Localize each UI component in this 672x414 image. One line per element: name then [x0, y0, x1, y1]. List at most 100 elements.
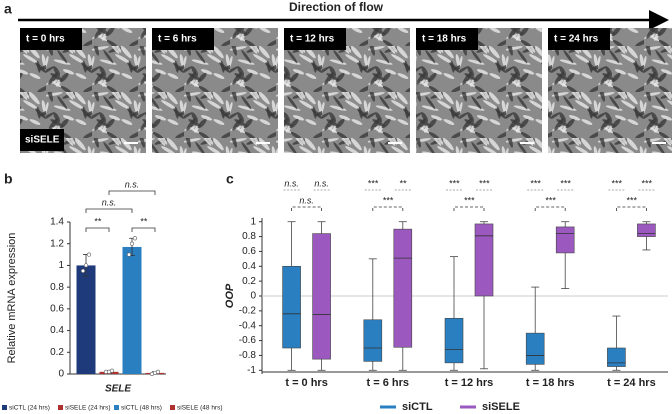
legend-label: siSELE (48 hrs) — [177, 405, 223, 412]
box — [393, 228, 413, 348]
time-label: t = 6 hrs — [158, 34, 197, 45]
box — [444, 317, 464, 364]
box — [525, 332, 545, 365]
legend-swatch — [170, 405, 175, 410]
bar — [76, 265, 96, 374]
y-tick-label: -1 — [247, 365, 256, 376]
y-tick-label: 0.6 — [50, 303, 64, 314]
sig-label: n.s. — [314, 178, 329, 188]
sig-bracket — [85, 227, 110, 232]
y-tick-label: 1 — [58, 260, 64, 271]
y-tick-label: -0.2 — [239, 305, 257, 316]
sig-bracket — [131, 227, 156, 232]
sig-label: *** — [383, 195, 394, 205]
sig-bracket — [453, 206, 485, 211]
sig-label: *** — [464, 195, 475, 205]
x-tick-label: t = 6 hrs — [367, 377, 410, 389]
legend-swatch — [114, 405, 119, 410]
y-tick-label: 0.6 — [242, 246, 256, 257]
sig-bracket — [534, 206, 566, 211]
time-label-bg — [20, 28, 82, 50]
x-tick-label: t = 24 hrs — [607, 377, 656, 389]
sig-label: *** — [545, 195, 556, 205]
time-label: t = 12 hrs — [290, 34, 335, 45]
box — [637, 223, 656, 237]
y-tick-label: 0 — [250, 291, 256, 302]
time-label-bg — [152, 28, 214, 50]
x-tick-label: t = 0 hrs — [285, 377, 328, 389]
box — [474, 223, 494, 297]
panel-label: c — [226, 171, 234, 187]
condition-bg — [20, 129, 64, 151]
sig-label: *** — [449, 178, 460, 188]
time-label-bg — [548, 28, 610, 50]
legend-label: siCTL (24 hrs) — [9, 405, 50, 412]
y-tick-label: 1.2 — [50, 238, 64, 249]
sig-label: *** — [641, 178, 652, 188]
data-point — [83, 263, 89, 268]
data-point — [109, 368, 115, 373]
sig-bracket — [108, 190, 156, 195]
sig-label: *** — [560, 178, 571, 188]
y-axis-label: OOP — [224, 283, 236, 308]
y-tick-label: 0 — [58, 369, 64, 380]
sig-bracket — [85, 208, 133, 213]
time-label: t = 18 hrs — [422, 34, 467, 45]
time-label-bg — [416, 28, 478, 50]
y-tick-label: 0.2 — [242, 276, 256, 287]
sig-label: *** — [611, 178, 622, 188]
sig-label: n.s. — [102, 197, 117, 207]
legend-label: siSELE — [482, 401, 520, 413]
box — [312, 233, 331, 360]
y-tick-label: 0.8 — [50, 282, 64, 293]
data-point — [155, 369, 161, 374]
data-point — [129, 241, 135, 246]
sig-label: *** — [479, 178, 490, 188]
y-tick-label: -0.8 — [239, 350, 257, 361]
sig-label: n.s. — [299, 195, 314, 205]
flow-title: Direction of flow — [289, 0, 384, 14]
legend-swatch — [2, 405, 7, 410]
sig-label: ** — [399, 178, 407, 188]
sig-label: ** — [94, 216, 102, 226]
y-tick-label: 0.8 — [242, 231, 256, 242]
data-point — [126, 252, 132, 257]
y-tick-label: 1.4 — [50, 217, 64, 228]
time-label-bg — [284, 28, 346, 50]
y-tick-label: 0.4 — [242, 261, 256, 272]
sig-label: *** — [626, 195, 637, 205]
sig-bracket — [372, 206, 404, 211]
y-tick-label: 0.2 — [50, 347, 64, 358]
sig-bracket — [616, 206, 647, 211]
panel-label: b — [4, 171, 13, 187]
sig-bracket — [291, 206, 322, 211]
bar — [122, 246, 142, 374]
sig-label: n.s. — [284, 178, 299, 188]
y-tick-label: -0.4 — [239, 320, 257, 331]
legend-label: siCTL — [402, 401, 433, 413]
condition-label: siSELE — [25, 135, 60, 146]
legend-swatch — [58, 405, 63, 410]
x-tick-label: t = 18 hrs — [526, 377, 575, 389]
time-label: t = 24 hrs — [554, 34, 599, 45]
sig-label: *** — [368, 178, 379, 188]
x-tick-label: t = 12 hrs — [445, 377, 494, 389]
data-point — [80, 268, 86, 273]
sig-label: n.s. — [125, 179, 140, 189]
legend-label: siSELE (24 hrs) — [65, 405, 111, 412]
box — [363, 319, 383, 362]
y-tick-label: -0.6 — [239, 335, 257, 346]
box — [555, 226, 575, 254]
box — [607, 347, 626, 367]
legend-label: siCTL (48 hrs) — [121, 405, 162, 412]
y-tick-label: 0.4 — [50, 325, 64, 336]
x-axis-label: SELE — [105, 384, 131, 395]
data-point — [132, 236, 138, 241]
y-tick-label: 1 — [250, 216, 256, 227]
data-point — [86, 252, 92, 257]
sig-label: ** — [140, 216, 148, 226]
panel-label: a — [4, 1, 12, 17]
time-label: t = 0 hrs — [26, 34, 65, 45]
sig-label: *** — [530, 178, 541, 188]
